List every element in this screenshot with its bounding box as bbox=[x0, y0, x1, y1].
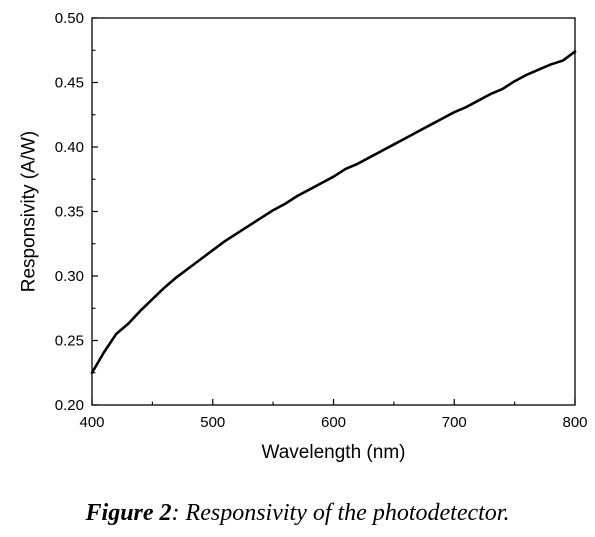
caption-text: : Responsivity of the photodetector. bbox=[171, 500, 510, 526]
plot-frame bbox=[91, 17, 576, 406]
x-tick-label: 600 bbox=[321, 414, 346, 431]
x-axis-title: Wavelength (nm) bbox=[262, 442, 406, 463]
x-tick-label: 500 bbox=[200, 414, 225, 431]
x-tick-label: 800 bbox=[562, 414, 587, 431]
x-tick-label: 700 bbox=[442, 414, 467, 431]
responsivity-chart: 400 500 600 700 800 0.20 0.25 0.30 0.35 0.40 0.45… bbox=[19, 10, 588, 463]
y-tick-label: 0.25 bbox=[55, 333, 84, 350]
y-tick-label: 0.40 bbox=[55, 139, 84, 156]
y-axis-title: Responsivity (A/W) bbox=[19, 131, 40, 293]
y-tick-label: 0.30 bbox=[55, 268, 84, 285]
y-tick-label: 0.50 bbox=[55, 10, 84, 27]
x-tick-label: 400 bbox=[79, 414, 104, 431]
figure-caption: Figure 2: Responsivity of the photodetec… bbox=[0, 500, 595, 527]
x-axis-ticks: 400 500 600 700 800 bbox=[79, 399, 588, 431]
responsivity-line bbox=[90, 50, 577, 375]
y-tick-label: 0.45 bbox=[55, 75, 84, 92]
figure-label: Figure 2 bbox=[85, 500, 172, 526]
y-tick-label: 0.35 bbox=[55, 204, 84, 221]
y-tick-label: 0.20 bbox=[55, 397, 84, 414]
